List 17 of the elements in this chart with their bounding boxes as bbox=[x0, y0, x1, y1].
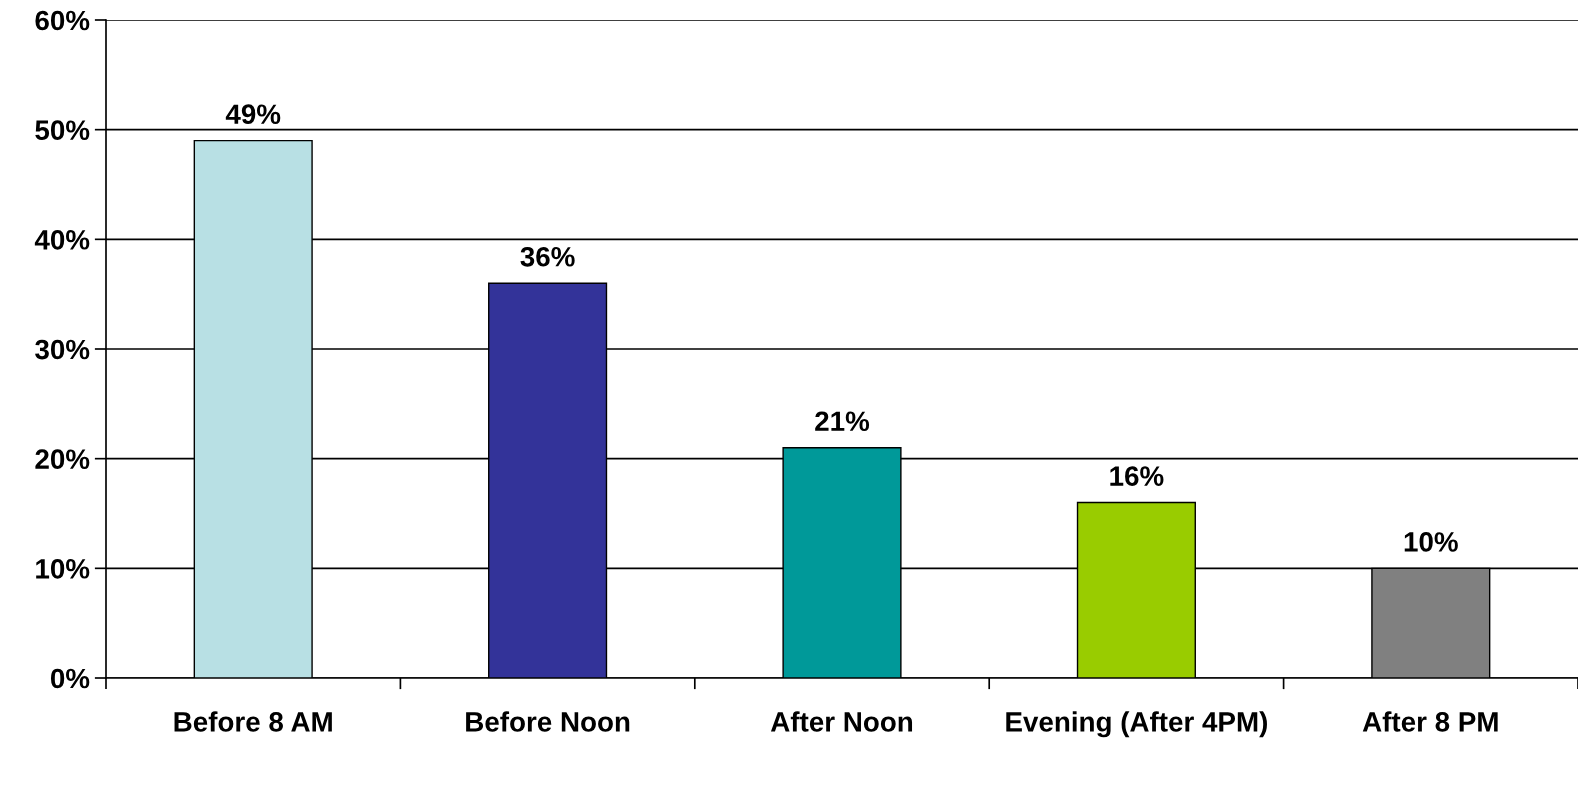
data-label: 36% bbox=[520, 246, 575, 267]
x-tick-label: Evening (After 4PM) bbox=[1006, 711, 1267, 738]
data-label: 10% bbox=[1404, 532, 1458, 552]
y-tick-label: 60% bbox=[35, 10, 90, 31]
y-tick-label: 0% bbox=[50, 668, 90, 689]
y-tick-label: 40% bbox=[34, 230, 90, 250]
y-tick-label: 10% bbox=[36, 559, 90, 579]
x-tick-label: Before 8 AM bbox=[174, 711, 332, 732]
y-tick-label: 50% bbox=[35, 120, 90, 141]
data-label: 49% bbox=[225, 104, 281, 125]
x-tick-label: After 8 PM bbox=[1362, 711, 1498, 732]
x-tick-label: Before Noon bbox=[466, 711, 630, 732]
data-label: 21% bbox=[815, 411, 870, 432]
data-label: 16% bbox=[1110, 466, 1164, 486]
y-tick-label: 30% bbox=[35, 339, 90, 360]
y-tick-label: 20% bbox=[35, 449, 90, 470]
x-tick-label: After Noon bbox=[770, 711, 913, 732]
